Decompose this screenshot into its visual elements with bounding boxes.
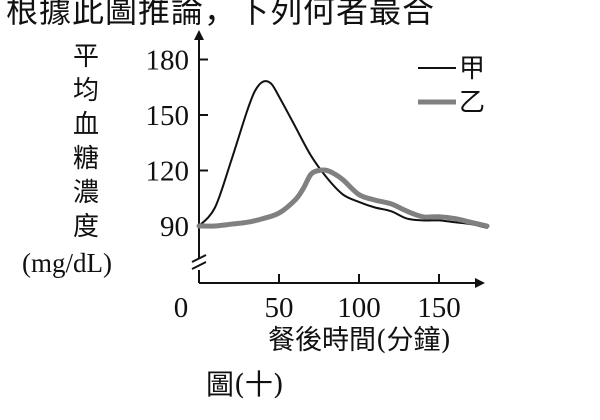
legend-label-2: 乙 xyxy=(459,88,485,118)
y-axis-label-char: 平 xyxy=(73,42,99,72)
legend: 甲乙 xyxy=(418,54,485,118)
series-line-2 xyxy=(196,167,490,229)
x-ticks: 0 50 100 150 xyxy=(174,274,461,324)
y-axis-label-char: 度 xyxy=(73,212,99,242)
y-tick-label: 90 xyxy=(160,211,189,243)
y-axis-label-char: 均 xyxy=(73,76,99,106)
y-axis-label-char: 糖 xyxy=(73,144,99,174)
series-lines xyxy=(196,80,490,229)
series-line-1 xyxy=(198,80,488,229)
y-tick-label: 180 xyxy=(146,45,190,77)
x-tick-label: 100 xyxy=(337,292,381,324)
x-tick-label: 150 xyxy=(417,292,461,324)
x-tick-label: 50 xyxy=(265,292,294,324)
y-axis-label-char: 血 xyxy=(73,110,99,140)
figure-caption: 圖(十) xyxy=(206,368,284,401)
x-tick-label: 0 xyxy=(174,292,189,324)
y-axis-break-icon xyxy=(191,254,207,270)
y-tick-label: 150 xyxy=(146,100,190,132)
y-axis-unit: (mg/dL) xyxy=(22,248,112,278)
y-ticks: 90 120 150 180 xyxy=(146,45,208,243)
y-axis-label-char: 濃 xyxy=(73,178,99,208)
header-text: 根據此圖推論，下列何者最合 xyxy=(6,0,436,30)
y-tick-label: 120 xyxy=(146,156,190,188)
x-axis-label: 餐後時間(分鐘) xyxy=(268,325,451,356)
legend-label-1: 甲 xyxy=(459,54,485,84)
